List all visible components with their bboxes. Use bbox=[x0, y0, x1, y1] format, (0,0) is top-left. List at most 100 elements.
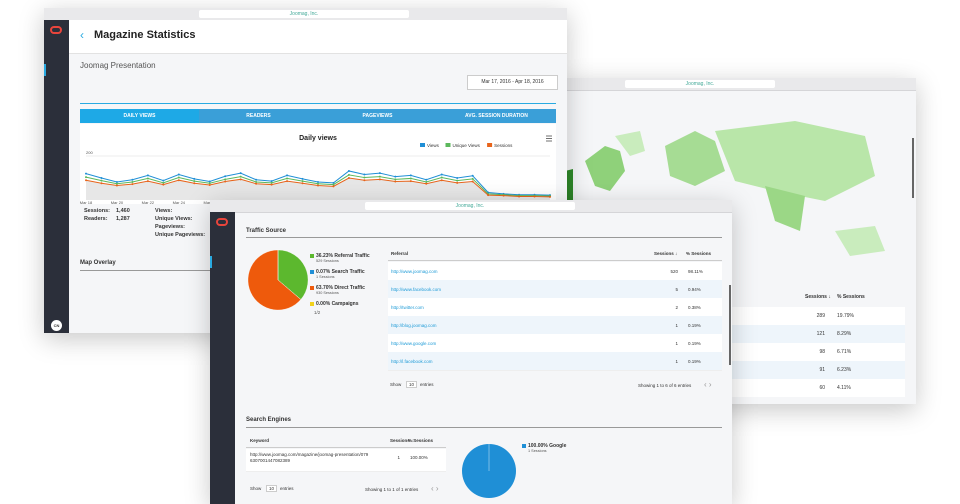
point bbox=[425, 182, 428, 185]
stat-label: Sessions: bbox=[84, 208, 110, 214]
point bbox=[332, 181, 335, 184]
cell: 2 bbox=[675, 305, 678, 310]
pagination[interactable]: ‹ › bbox=[704, 380, 712, 389]
url-bar: Joomag, Inc. bbox=[365, 202, 575, 210]
cell: 100.00% bbox=[410, 455, 428, 460]
point bbox=[286, 180, 289, 183]
x-tick-label: Mar 24 bbox=[173, 200, 186, 204]
cell[interactable]: http://l.facebook.com bbox=[391, 359, 433, 364]
point bbox=[146, 174, 149, 177]
legend-swatch bbox=[522, 444, 526, 448]
page-size[interactable]: 10 bbox=[406, 381, 418, 388]
cell: 289 bbox=[816, 313, 825, 319]
legend-sessions: 529 Sessions bbox=[316, 259, 339, 263]
point bbox=[162, 183, 165, 186]
scrollbar[interactable] bbox=[912, 138, 914, 198]
stat-label: Unique Pageviews: bbox=[155, 232, 206, 238]
show-label: entries bbox=[280, 486, 294, 491]
point bbox=[409, 177, 412, 180]
point bbox=[317, 180, 319, 183]
avatar[interactable]: CN bbox=[51, 320, 62, 331]
sidebar bbox=[210, 212, 235, 504]
tab[interactable]: DAILY VIEWS bbox=[80, 109, 199, 123]
point bbox=[378, 172, 381, 175]
column-header: Sessions ↓ bbox=[390, 438, 414, 443]
point bbox=[208, 182, 211, 185]
point bbox=[440, 179, 443, 182]
table-row bbox=[246, 449, 446, 472]
point bbox=[115, 184, 118, 187]
point bbox=[208, 180, 211, 183]
point bbox=[177, 173, 180, 176]
legend-swatch bbox=[310, 254, 314, 258]
area bbox=[86, 178, 550, 200]
title-bar: Joomag, Inc. bbox=[565, 78, 916, 91]
point bbox=[270, 180, 273, 183]
tab[interactable]: READERS bbox=[199, 109, 318, 123]
pie-slice bbox=[247, 249, 301, 311]
pie-slice bbox=[277, 249, 309, 300]
point bbox=[332, 185, 335, 188]
point bbox=[471, 180, 474, 183]
header: ‹ Magazine Statistics bbox=[69, 20, 567, 54]
point bbox=[85, 172, 87, 175]
cell[interactable]: http://www.google.com bbox=[391, 341, 437, 346]
section-title: Traffic Source bbox=[246, 228, 287, 234]
point bbox=[518, 195, 521, 198]
y-tick-label: 200 bbox=[86, 150, 93, 155]
x-tick-label: Mar 20 bbox=[111, 200, 124, 204]
cell: 1 bbox=[397, 455, 400, 460]
map bbox=[565, 121, 885, 256]
column-header: Keyword bbox=[250, 438, 270, 443]
point bbox=[239, 175, 242, 178]
cell: 1 bbox=[675, 341, 678, 346]
point bbox=[456, 179, 459, 182]
x-tick-label: Mar 22 bbox=[142, 200, 155, 204]
cell: 6.71% bbox=[837, 349, 852, 355]
point bbox=[456, 177, 459, 179]
column-header: % Sessions bbox=[837, 294, 865, 300]
point bbox=[347, 177, 350, 179]
cell: 19.79% bbox=[837, 313, 854, 319]
point bbox=[471, 177, 474, 180]
cell: 1 bbox=[675, 323, 678, 328]
point bbox=[317, 182, 319, 185]
page-size[interactable]: 10 bbox=[266, 485, 278, 492]
point bbox=[239, 172, 242, 175]
cell[interactable]: http://twitter.com bbox=[391, 305, 424, 310]
cell[interactable]: http://www.facebook.com bbox=[391, 287, 442, 292]
divider bbox=[246, 427, 722, 428]
point bbox=[193, 177, 196, 180]
legend-swatch bbox=[445, 143, 451, 147]
show-label: Show bbox=[250, 486, 262, 491]
cell: 5 bbox=[675, 287, 678, 292]
back-button[interactable]: ‹ bbox=[80, 28, 84, 42]
point bbox=[100, 182, 103, 185]
tab[interactable]: PAGEVIEWS bbox=[318, 109, 437, 123]
cell: 520 bbox=[670, 269, 678, 274]
cell[interactable]: http://blog.joomag.com bbox=[391, 323, 437, 328]
point bbox=[301, 180, 304, 183]
point bbox=[146, 180, 149, 183]
point bbox=[394, 175, 397, 178]
scrollbar[interactable] bbox=[729, 285, 731, 365]
point bbox=[286, 174, 289, 177]
date-picker[interactable]: Mar 17, 2016 - Apr 18, 2016 bbox=[467, 75, 558, 90]
point bbox=[162, 181, 165, 184]
legend-swatch bbox=[310, 270, 314, 274]
pagination[interactable]: ‹ › bbox=[431, 484, 439, 493]
x-tick-label: Mar 18 bbox=[80, 200, 93, 204]
pie-chart bbox=[462, 444, 516, 498]
point bbox=[394, 178, 397, 181]
legend-label: 0.07% Search Traffic bbox=[316, 269, 365, 275]
pager[interactable]: 1/2 bbox=[314, 310, 321, 315]
cell: 0.19% bbox=[688, 341, 701, 346]
url-bar: Joomag, Inc. bbox=[199, 10, 409, 18]
cell[interactable]: http://www.joomag.com bbox=[391, 269, 438, 274]
show-label: Show bbox=[390, 382, 402, 387]
cell: 8.29% bbox=[837, 331, 852, 337]
point bbox=[115, 182, 118, 185]
point bbox=[425, 178, 428, 181]
tab[interactable]: AVG. SESSION DURATION bbox=[437, 109, 556, 123]
cell: 0.19% bbox=[688, 323, 701, 328]
